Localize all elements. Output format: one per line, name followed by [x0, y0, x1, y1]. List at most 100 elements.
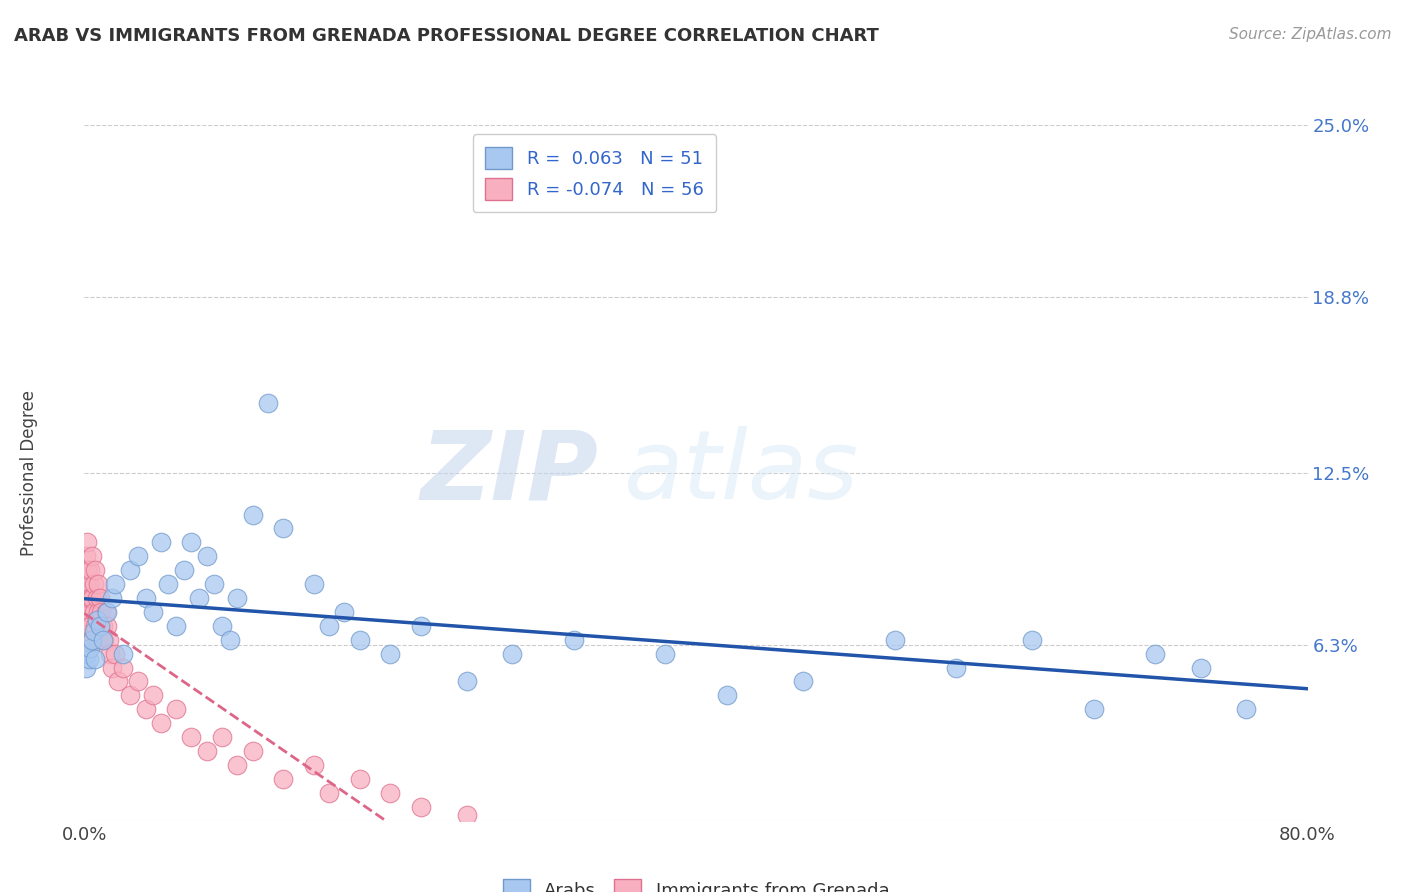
Point — [142, 689, 165, 703]
Point — [86, 613, 108, 627]
Point — [409, 799, 432, 814]
Point — [87, 577, 110, 591]
Point — [80, 591, 103, 605]
Point — [79, 619, 101, 633]
Point — [86, 632, 108, 647]
Point — [97, 632, 120, 647]
Point — [127, 674, 149, 689]
Point — [91, 619, 114, 633]
Point — [226, 591, 249, 605]
Point — [562, 632, 585, 647]
Point — [180, 535, 202, 549]
Point — [75, 577, 97, 591]
Point — [349, 772, 371, 786]
Point — [318, 619, 340, 633]
Point — [188, 591, 211, 605]
Point — [1083, 702, 1105, 716]
Point — [165, 702, 187, 716]
Point — [135, 591, 157, 605]
Point — [1234, 702, 1257, 716]
Point — [84, 563, 107, 577]
Point — [380, 786, 402, 800]
Point — [79, 563, 101, 577]
Point — [149, 716, 172, 731]
Point — [302, 577, 325, 591]
Point — [80, 632, 103, 647]
Point — [271, 772, 294, 786]
Point — [120, 689, 142, 703]
Point — [83, 624, 105, 639]
Text: Source: ZipAtlas.com: Source: ZipAtlas.com — [1229, 27, 1392, 42]
Point — [96, 619, 118, 633]
Point — [84, 619, 107, 633]
Point — [107, 674, 129, 689]
Point — [76, 619, 98, 633]
Point — [111, 647, 134, 661]
Point — [349, 632, 371, 647]
Point — [76, 647, 98, 661]
Point — [76, 535, 98, 549]
Point — [79, 641, 101, 656]
Point — [1021, 632, 1043, 647]
Point — [83, 605, 105, 619]
Text: ZIP: ZIP — [420, 426, 598, 519]
Point — [1143, 647, 1166, 661]
Point — [76, 563, 98, 577]
Point — [89, 619, 111, 633]
Point — [409, 619, 432, 633]
Point — [75, 549, 97, 564]
Point — [792, 674, 814, 689]
Point — [91, 632, 114, 647]
Point — [1189, 660, 1212, 674]
Point — [89, 632, 111, 647]
Point — [502, 647, 524, 661]
Point — [80, 549, 103, 564]
Text: ARAB VS IMMIGRANTS FROM GRENADA PROFESSIONAL DEGREE CORRELATION CHART: ARAB VS IMMIGRANTS FROM GRENADA PROFESSI… — [14, 27, 879, 45]
Point — [89, 591, 111, 605]
Point — [93, 632, 115, 647]
Point — [716, 689, 738, 703]
Point — [86, 591, 108, 605]
Point — [242, 744, 264, 758]
Point — [94, 605, 117, 619]
Point — [80, 632, 103, 647]
Point — [120, 563, 142, 577]
Point — [883, 632, 905, 647]
Point — [318, 786, 340, 800]
Point — [165, 619, 187, 633]
Point — [456, 808, 478, 822]
Point — [127, 549, 149, 564]
Point — [302, 758, 325, 772]
Point — [77, 652, 100, 666]
Point — [333, 605, 356, 619]
Point — [218, 632, 240, 647]
Point — [380, 647, 402, 661]
Point — [654, 647, 676, 661]
Point — [84, 652, 107, 666]
Point — [173, 563, 195, 577]
Point — [142, 605, 165, 619]
Point — [456, 674, 478, 689]
Point — [242, 508, 264, 522]
Point — [945, 660, 967, 674]
Point — [180, 730, 202, 744]
Point — [135, 702, 157, 716]
Legend: Arabs, Immigrants from Grenada: Arabs, Immigrants from Grenada — [495, 871, 897, 892]
Point — [111, 660, 134, 674]
Text: Professional Degree: Professional Degree — [20, 390, 38, 556]
Point — [75, 660, 97, 674]
Point — [77, 605, 100, 619]
Point — [101, 591, 124, 605]
Point — [104, 647, 127, 661]
Point — [87, 605, 110, 619]
Point — [96, 605, 118, 619]
Point — [195, 744, 218, 758]
Point — [101, 660, 124, 674]
Point — [195, 549, 218, 564]
Point — [202, 577, 225, 591]
Point — [149, 535, 172, 549]
Point — [257, 396, 280, 410]
Point — [157, 577, 180, 591]
Point — [77, 577, 100, 591]
Point — [76, 591, 98, 605]
